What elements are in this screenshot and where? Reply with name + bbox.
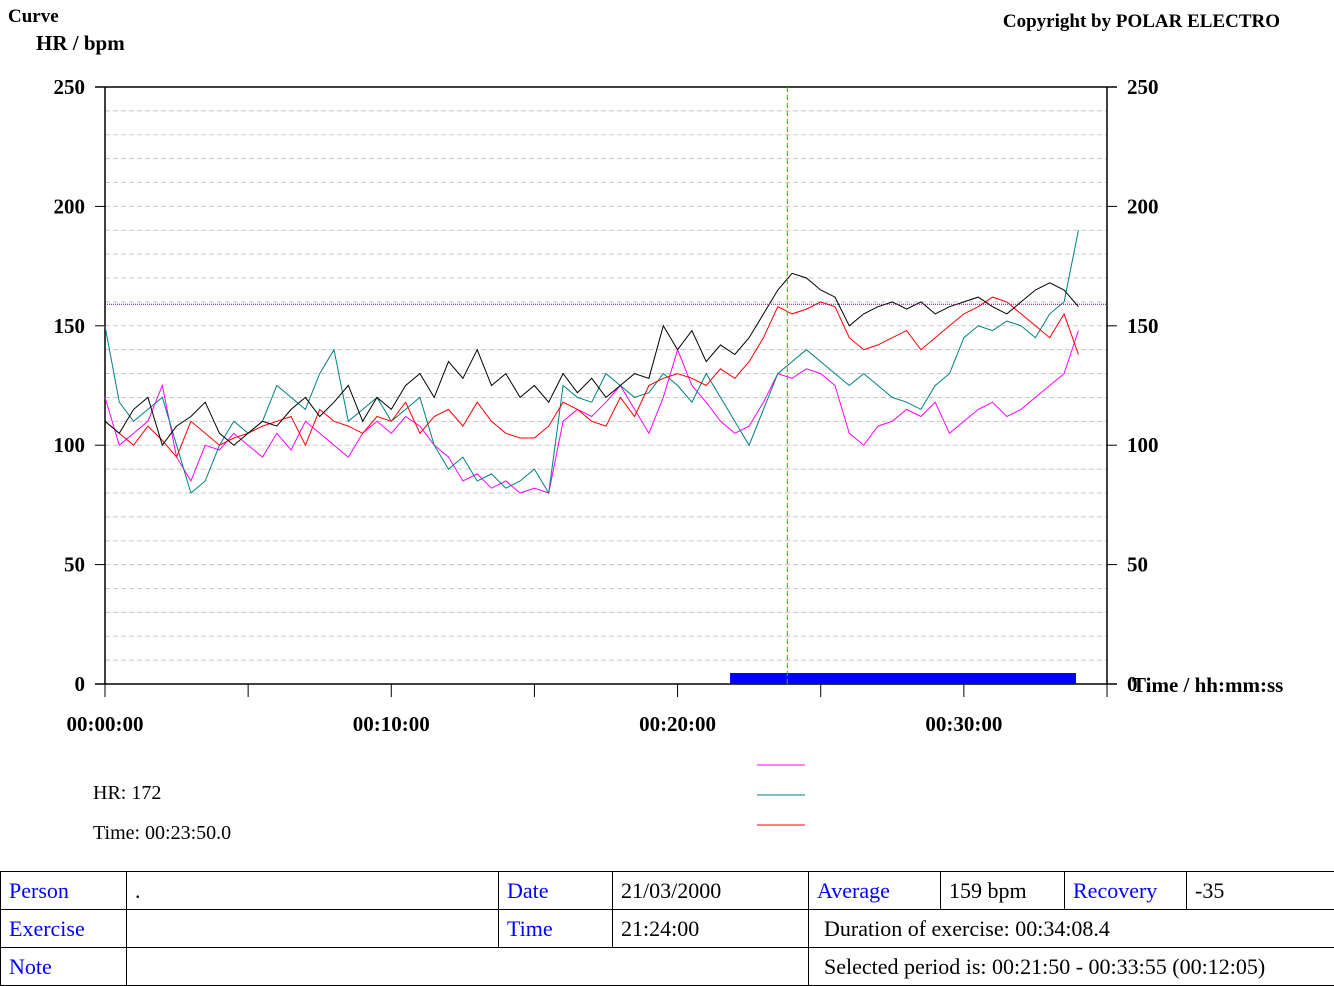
y-tick-label: 200: [54, 194, 86, 218]
cell: Exercise: [1, 910, 127, 948]
y2-tick-label: 250: [1127, 75, 1159, 99]
cell: [127, 948, 809, 986]
cell: Duration of exercise: 00:34:08.4: [809, 910, 1334, 948]
cell: -35: [1187, 872, 1334, 910]
cell: Recovery: [1065, 872, 1187, 910]
readout-hr: HR: 172: [93, 782, 161, 804]
cell: 21/03/2000: [613, 872, 809, 910]
copyright: Copyright by POLAR ELECTRO: [1003, 11, 1280, 32]
cell: Selected period is: 00:21:50 - 00:33:55 …: [809, 948, 1334, 986]
cell: 21:24:00: [613, 910, 809, 948]
series-line: [105, 297, 1078, 457]
chart-title: Curve: [8, 6, 59, 27]
series-line: [105, 230, 1078, 493]
cell: Date: [499, 872, 613, 910]
y2-tick-label: 200: [1127, 194, 1159, 218]
x-tick-label: 00:20:00: [639, 712, 716, 736]
cell: Note: [1, 948, 127, 986]
series-line: [105, 273, 1078, 445]
x-tick-label: 00:30:00: [925, 712, 1002, 736]
cell: .: [127, 872, 499, 910]
y-tick-label: 250: [54, 75, 86, 99]
y-axis-label: HR / bpm: [36, 31, 125, 55]
cell: [127, 910, 499, 948]
selection-bar: [730, 673, 1076, 684]
cell: Average: [809, 872, 941, 910]
cell: Time: [499, 910, 613, 948]
cell: Person: [1, 872, 127, 910]
y-tick-label: 0: [75, 672, 86, 696]
y2-tick-label: 0: [1127, 672, 1138, 696]
x-axis-label: Time / hh:mm:ss: [1132, 673, 1283, 697]
info-table: Person . Date 21/03/2000 Average 159 bpm…: [0, 871, 1334, 986]
x-tick-label: 00:00:00: [67, 712, 144, 736]
y-tick-label: 50: [64, 553, 85, 577]
y-tick-label: 100: [54, 433, 86, 457]
readout-time: Time: 00:23:50.0: [93, 822, 231, 844]
x-tick-label: 00:10:00: [353, 712, 430, 736]
y2-tick-label: 50: [1127, 553, 1148, 577]
y2-tick-label: 150: [1127, 314, 1159, 338]
cell: 159 bpm: [941, 872, 1065, 910]
y-tick-label: 150: [54, 314, 86, 338]
y2-tick-label: 100: [1127, 433, 1159, 457]
chart: Curve HR / bpm Copyright by POLAR ELECTR…: [0, 0, 1334, 870]
